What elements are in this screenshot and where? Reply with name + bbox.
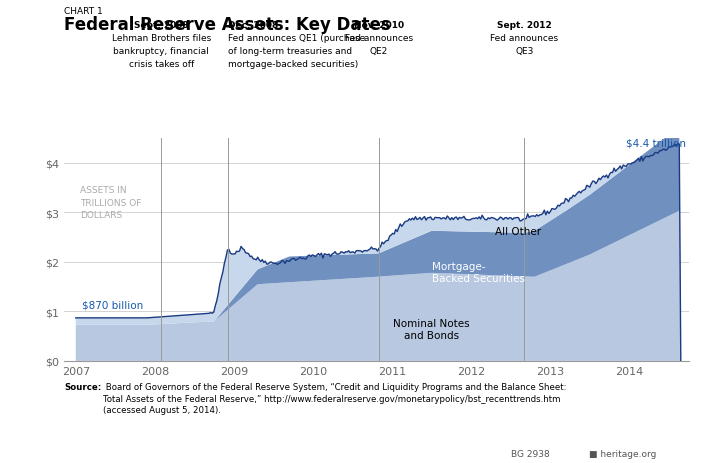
Text: Sept. 2008: Sept. 2008: [134, 21, 188, 30]
Text: Fed announces: Fed announces: [490, 34, 558, 43]
Text: ASSETS IN
TRILLIONS OF
DOLLARS: ASSETS IN TRILLIONS OF DOLLARS: [80, 186, 141, 220]
Text: BG 2938: BG 2938: [511, 449, 550, 458]
Text: Federal Reserve Assets: Key Dates: Federal Reserve Assets: Key Dates: [64, 16, 391, 34]
Text: Board of Governors of the Federal Reserve System, “Credit and Liquidity Programs: Board of Governors of the Federal Reserv…: [103, 382, 567, 414]
Text: Fed announces: Fed announces: [344, 34, 413, 43]
Text: Fed announces QE1 (purchase: Fed announces QE1 (purchase: [228, 34, 365, 43]
Text: Nov. 2010: Nov. 2010: [354, 21, 404, 30]
Text: Source:: Source:: [64, 382, 101, 391]
Text: ■ heritage.org: ■ heritage.org: [589, 449, 657, 458]
Text: Lehman Brothers files: Lehman Brothers files: [111, 34, 211, 43]
Text: $870 billion: $870 billion: [82, 300, 143, 310]
Text: QE3: QE3: [515, 47, 533, 56]
Text: All Other: All Other: [495, 227, 541, 237]
Text: crisis takes off: crisis takes off: [129, 60, 194, 69]
Text: CHART 1: CHART 1: [64, 7, 103, 16]
Text: Mortgage-
Backed Securities: Mortgage- Backed Securities: [432, 261, 525, 283]
Text: bankruptcy, financial: bankruptcy, financial: [114, 47, 209, 56]
Text: of long-term treasuries and: of long-term treasuries and: [228, 47, 351, 56]
Text: Dec. 2008: Dec. 2008: [228, 21, 278, 30]
Text: Nominal Notes
and Bonds: Nominal Notes and Bonds: [393, 318, 470, 340]
Text: mortgage-backed securities): mortgage-backed securities): [228, 60, 358, 69]
Text: QE2: QE2: [369, 47, 388, 56]
Text: $4.4 trillion: $4.4 trillion: [626, 138, 687, 148]
Text: Sept. 2012: Sept. 2012: [497, 21, 552, 30]
